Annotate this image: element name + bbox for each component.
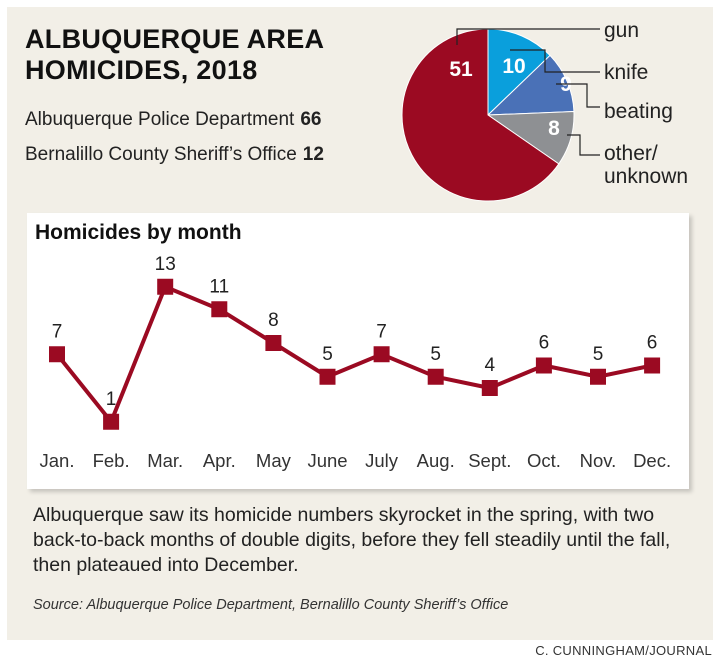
x-tick-label: May	[256, 450, 292, 471]
x-tick-label: Jan.	[40, 450, 75, 471]
title-line-2: HOMICIDES, 2018	[25, 55, 258, 85]
x-tick-label: Feb.	[93, 450, 130, 471]
data-point-nov	[590, 368, 606, 385]
agency-stat-bcso: Bernalillo County Sheriff’s Office 12	[25, 144, 324, 166]
data-label: 1	[106, 389, 117, 410]
pie-value-label: 8	[548, 117, 560, 140]
agency-name: Albuquerque Police Department	[25, 109, 295, 130]
pie-category-label: beating	[604, 100, 673, 123]
leader-line	[556, 83, 600, 108]
leader-line	[456, 28, 600, 45]
data-label: 7	[52, 321, 63, 342]
data-point-sept	[481, 380, 498, 396]
chart-description: Albuquerque saw its homicide numbers sky…	[33, 504, 671, 576]
agency-count: 66	[300, 109, 322, 130]
data-label: 6	[539, 333, 550, 354]
pie-slice-gun	[401, 28, 560, 202]
data-point-oct	[535, 357, 552, 374]
x-tick-label: Aug.	[417, 450, 455, 471]
agency-stat-apd: Albuquerque Police Department 66	[25, 109, 321, 131]
x-tick-label: Sept.	[468, 450, 511, 471]
data-label: 7	[376, 321, 387, 342]
pie-category-label: gun	[604, 19, 639, 42]
data-point-aug	[427, 368, 444, 385]
data-point-feb	[103, 413, 120, 430]
data-point-june	[319, 368, 336, 385]
x-tick-label: Mar.	[147, 450, 183, 471]
x-tick-label: Nov.	[580, 450, 617, 471]
pie-slice-beating	[486, 54, 575, 116]
pie-value-label: 51	[449, 58, 473, 81]
x-tick-label: Dec.	[633, 450, 671, 471]
series-line	[55, 284, 653, 426]
data-point-july	[373, 346, 390, 363]
leader-line	[510, 49, 600, 73]
source-note: Source: Albuquerque Police Department, B…	[33, 597, 509, 613]
page-title: ALBUQUERQUE AREA HOMICIDES, 2018	[25, 24, 324, 86]
data-point-jan	[49, 346, 65, 363]
monthly-line-chart: 7 Jan. 1 Feb. 13 Mar. 11 Apr. 8 May 5 June 7 July 5 Aug…	[40, 254, 672, 471]
data-label: 5	[593, 344, 604, 365]
data-point-mar	[157, 278, 174, 295]
data-label: 8	[268, 310, 279, 331]
title-line-1: ALBUQUERQUE AREA	[25, 24, 325, 54]
data-point-may	[265, 335, 282, 351]
x-tick-label: July	[365, 450, 399, 471]
data-label: 5	[430, 344, 441, 365]
leader-line	[567, 134, 600, 156]
data-label: 5	[322, 344, 333, 365]
data-point-apr	[211, 301, 228, 318]
data-label: 4	[485, 355, 496, 376]
pie-category-label: unknown	[604, 165, 688, 188]
agency-name: Bernalillo County Sheriff’s Office	[25, 144, 297, 165]
pie-value-label: 10	[502, 55, 525, 78]
data-point-dec	[644, 357, 661, 374]
x-tick-label: Apr.	[203, 450, 236, 471]
chart-title: Homicides by month	[35, 221, 242, 244]
data-label: 13	[155, 254, 176, 275]
credit: C. CUNNINGHAM/JOURNAL	[535, 643, 712, 658]
pie-category-label: other/	[604, 142, 658, 165]
pie-category-label: knife	[604, 61, 648, 84]
agency-count: 12	[302, 144, 324, 165]
monthly-chart-box: Homicides by month 7 Jan. 1 Feb. 13 Mar. 11 Apr…	[27, 213, 689, 489]
x-tick-label: Oct.	[527, 450, 561, 471]
x-tick-label: June	[307, 450, 347, 471]
data-label: 11	[209, 276, 229, 297]
data-label: 6	[647, 333, 658, 354]
